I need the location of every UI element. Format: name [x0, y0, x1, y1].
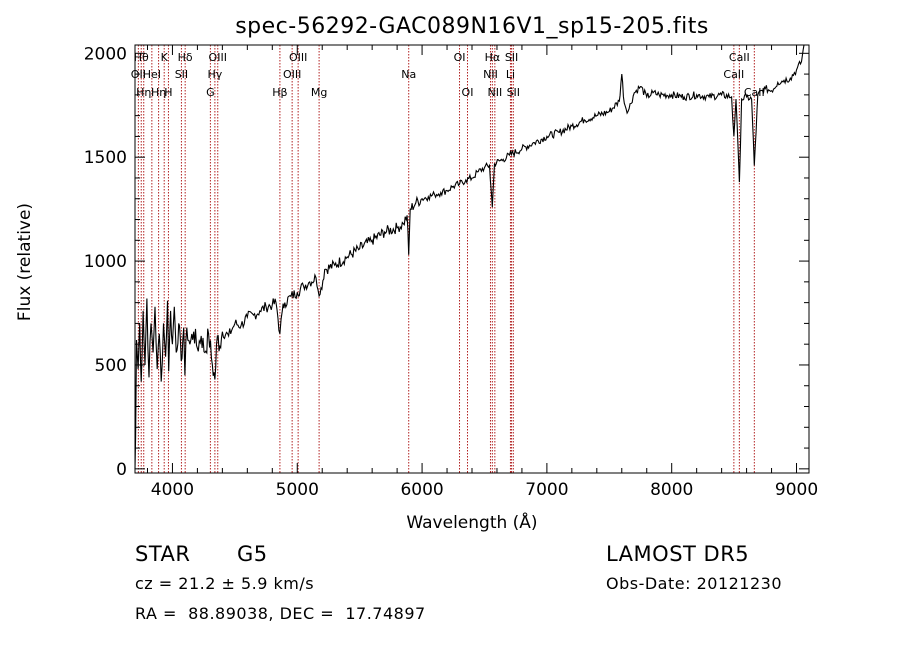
object-class: STAR — [135, 542, 191, 566]
line-label-22: Li — [506, 68, 515, 81]
survey-name: LAMOST DR5 — [606, 542, 750, 566]
x-tick-label-0: 4000 — [151, 480, 194, 500]
line-label-1: Hθ — [134, 51, 149, 64]
line-label-2: Hη — [136, 86, 151, 99]
line-label-4: Hη — [151, 86, 166, 99]
spectral-line-markers — [137, 45, 755, 473]
redshift-text: cz = 21.2 ± 5.9 km/s — [135, 574, 315, 593]
x-axis-label: Wavelength (Å) — [406, 511, 537, 533]
coordinates: RA = 88.89038, DEC = 17.74897 — [135, 604, 426, 623]
line-label-16: Na — [401, 68, 416, 81]
line-label-8: Hδ — [178, 51, 193, 64]
y-tick-label-4: 2000 — [84, 44, 127, 64]
x-tick-label-3: 7000 — [525, 480, 568, 500]
line-label-7: SII — [175, 68, 188, 81]
line-label-19: NII — [483, 68, 498, 81]
y-tick-label-0: 0 — [116, 460, 127, 480]
line-label-9: G — [206, 86, 215, 99]
y-tick-label-1: 500 — [95, 356, 127, 376]
line-label-14: OIII — [289, 51, 307, 64]
line-label-15: Mg — [311, 86, 327, 99]
y-axis-label: Flux (relative) — [15, 203, 35, 321]
spectral-line-labels: OIIHθHηHeIHηKHSIIHδGHγOIIIHβOIIIOIIIMgNa… — [131, 51, 765, 99]
line-label-25: CaII — [723, 68, 744, 81]
line-label-10: Hγ — [207, 68, 222, 81]
line-label-26: CaII — [729, 51, 750, 64]
x-tick-label-4: 8000 — [650, 480, 693, 500]
line-label-21: NII — [487, 86, 502, 99]
line-label-20: Hα — [485, 51, 501, 64]
line-label-11: OIII — [209, 51, 227, 64]
object-subclass: G5 — [237, 542, 268, 566]
line-label-23: SII — [505, 51, 518, 64]
line-label-24: SII — [507, 86, 520, 99]
plot-frame — [134, 44, 810, 474]
line-label-6: H — [164, 86, 172, 99]
line-label-27: CaII — [744, 86, 765, 99]
line-label-18: OI — [462, 86, 474, 99]
y-tick-label-3: 1500 — [84, 148, 127, 168]
obs-date: Obs-Date: 20121230 — [606, 574, 783, 593]
line-label-13: OIII — [283, 68, 301, 81]
line-label-5: K — [161, 51, 169, 64]
x-tick-label-5: 9000 — [775, 480, 818, 500]
y-tick-label-2: 1000 — [84, 252, 127, 272]
line-label-12: Hβ — [272, 86, 287, 99]
spectrum-line — [134, 44, 805, 469]
x-tick-label-1: 5000 — [276, 480, 319, 500]
line-label-3: HeI — [143, 68, 161, 81]
x-tick-label-2: 6000 — [400, 480, 443, 500]
axis-ticks: 4000 5000 6000 7000 8000 9000 0 500 1000 1500 2000 — [84, 44, 818, 500]
chart-title: spec-56292-GAC089N16V1_sp15-205.fits — [235, 14, 709, 39]
line-label-17: OI — [454, 51, 466, 64]
